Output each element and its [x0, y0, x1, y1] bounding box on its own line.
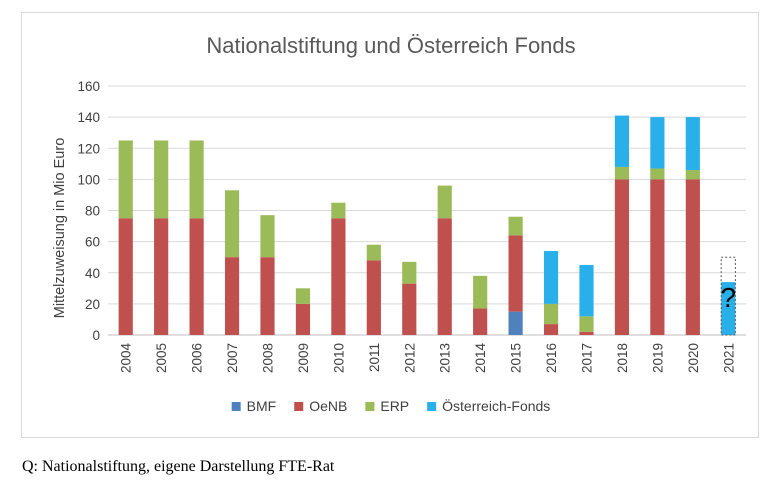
x-axis-ticks: 2004 2005 2006 2007 2008 2009 2010 2011 2012 2013…: [119, 343, 737, 374]
legend-swatch: [231, 402, 241, 411]
x-tick-label: 2014: [473, 343, 488, 374]
bar-segment: [508, 235, 523, 312]
legend-swatch: [294, 402, 304, 411]
x-tick-label: 2008: [261, 343, 276, 373]
x-tick-label: 2006: [190, 343, 205, 373]
bar-segment: [154, 218, 169, 335]
x-tick-label: 2009: [296, 343, 311, 373]
y-axis-title: Mittelzuweisung in Mio Euro: [52, 138, 68, 319]
x-tick-label: 2004: [119, 343, 134, 374]
x-tick-label: 2011: [367, 343, 382, 372]
bar-segment: [189, 140, 204, 219]
chart-frame: Nationalstiftung und Österreich Fonds ? …: [21, 12, 759, 438]
legend-swatch: [427, 402, 437, 411]
stacked-bar-chart: Nationalstiftung und Österreich Fonds ? …: [52, 33, 746, 414]
bar-segment: [366, 260, 381, 335]
bar-segment: [650, 168, 665, 180]
bar-segment: [579, 264, 594, 317]
bar-segment: [685, 179, 700, 335]
legend: BMF OeNB ERP Österreich-Fonds: [231, 397, 550, 414]
bar-segment: [685, 170, 700, 180]
bar-segment: [650, 179, 665, 335]
y-tick-label: 140: [77, 110, 100, 125]
bars: [118, 115, 736, 335]
bar-segment: [579, 331, 594, 335]
bar-segment: [118, 218, 133, 335]
y-tick-label: 100: [77, 172, 100, 187]
bar-segment: [721, 282, 736, 335]
x-tick-label: 2010: [331, 343, 346, 373]
y-tick-label: 60: [85, 235, 100, 250]
bar-segment: [260, 215, 275, 258]
gridlines: [108, 85, 746, 336]
bar-segment: [543, 324, 559, 335]
bar-segment: [260, 257, 275, 335]
bar-segment: [295, 288, 311, 304]
annotation-box: [720, 256, 736, 336]
x-tick-label: 2020: [686, 343, 701, 373]
bar-segment: [402, 261, 417, 284]
bar-segment: [473, 275, 488, 309]
bar-segment: [473, 308, 488, 335]
legend-label: Österreich-Fonds: [442, 397, 550, 414]
bar-segment: [614, 179, 630, 335]
bar-segment: [508, 216, 523, 236]
bar-segment: [508, 311, 523, 335]
y-axis-ticks: 0 20 40 60 80 100 120 140 160: [77, 79, 100, 343]
bar-segment: [331, 202, 346, 219]
x-tick-label: 2007: [225, 343, 240, 373]
bar-segment: [331, 218, 346, 335]
bar-segment: [402, 283, 417, 335]
legend-item: BMF: [231, 398, 277, 414]
bar-segment: [685, 117, 700, 171]
bar-segment: [189, 218, 204, 335]
x-tick-label: 2005: [154, 343, 169, 373]
legend-label: OeNB: [309, 398, 347, 414]
x-tick-label: 2018: [615, 343, 630, 373]
legend-item: Österreich-Fonds: [427, 397, 550, 414]
source-note: Q: Nationalstiftung, eigene Darstellung …: [22, 458, 335, 475]
bar-segment: [543, 250, 559, 304]
bar-segment: [437, 218, 452, 335]
y-tick-label: 120: [77, 141, 100, 156]
bar-segment: [614, 115, 630, 167]
x-tick-label: 2021: [721, 343, 736, 373]
legend-swatch: [365, 402, 375, 411]
y-tick-label: 80: [85, 204, 100, 219]
bar-segment: [154, 140, 169, 219]
x-tick-label: 2012: [402, 343, 417, 373]
bar-segment: [118, 140, 133, 219]
annotation-label: ?: [720, 282, 736, 313]
bar-segment: [366, 244, 381, 261]
annotations: ?: [720, 256, 736, 336]
bar-segment: [650, 117, 665, 169]
bar-segment: [295, 303, 311, 335]
legend-item: OeNB: [294, 398, 347, 414]
y-tick-label: 40: [85, 266, 100, 281]
bar-segment: [224, 257, 240, 335]
x-tick-label: 2013: [438, 343, 453, 373]
bar-segment: [614, 166, 630, 180]
x-tick-label: 2017: [580, 343, 595, 373]
y-tick-label: 160: [77, 79, 100, 94]
legend-label: ERP: [380, 398, 409, 414]
x-tick-label: 2016: [544, 343, 559, 373]
x-tick-label: 2019: [650, 343, 665, 373]
bar-segment: [437, 185, 452, 219]
x-tick-label: 2015: [509, 343, 524, 373]
bar-segment: [224, 190, 240, 258]
chart-title: Nationalstiftung und Österreich Fonds: [206, 33, 575, 58]
bar-segment: [579, 316, 594, 332]
bar-segment: [543, 303, 559, 325]
y-tick-label: 0: [92, 328, 100, 343]
legend-label: BMF: [247, 398, 277, 414]
y-tick-label: 20: [85, 297, 100, 312]
legend-item: ERP: [365, 398, 409, 414]
